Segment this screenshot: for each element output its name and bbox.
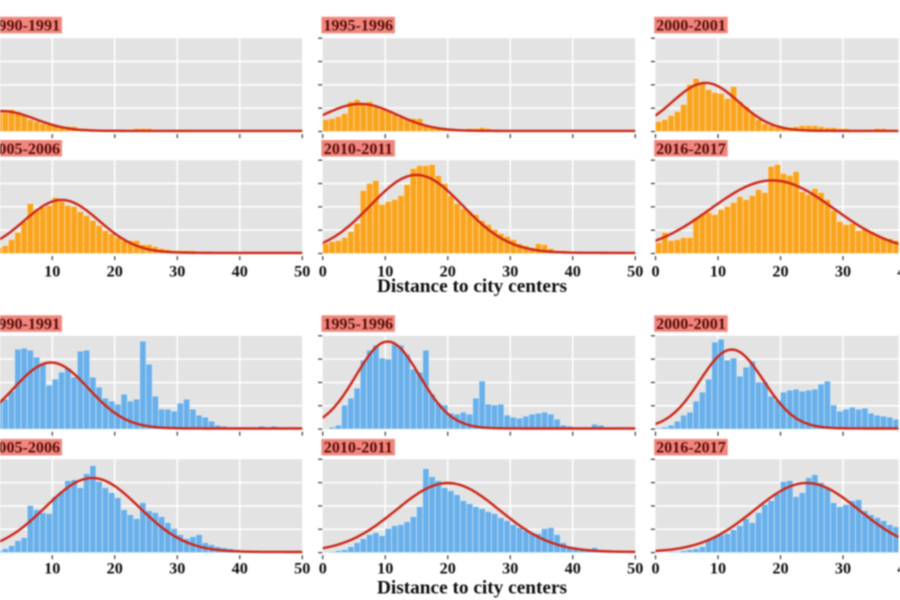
svg-text:2005-2006: 2005-2006 [0, 440, 60, 457]
svg-text:40: 40 [897, 560, 900, 578]
svg-text:2010-2011: 2010-2011 [324, 440, 393, 457]
svg-text:Distance to city centers: Distance to city centers [377, 577, 568, 598]
svg-text:30: 30 [502, 263, 518, 281]
svg-text:10: 10 [710, 263, 726, 281]
svg-text:10: 10 [710, 560, 726, 578]
svg-text:1990-1991: 1990-1991 [0, 316, 60, 333]
svg-text:20: 20 [107, 560, 123, 578]
svg-text:20: 20 [772, 560, 788, 578]
svg-text:Distance to city centers: Distance to city centers [377, 276, 568, 297]
svg-text:30: 30 [169, 560, 185, 578]
svg-text:30: 30 [502, 560, 518, 578]
svg-text:40: 40 [897, 263, 900, 281]
svg-text:50: 50 [294, 560, 310, 578]
svg-text:10: 10 [377, 263, 393, 281]
svg-text:30: 30 [169, 263, 185, 281]
svg-text:20: 20 [772, 263, 788, 281]
svg-text:40: 40 [232, 263, 248, 281]
svg-text:2016-2017: 2016-2017 [656, 440, 726, 457]
svg-text:10: 10 [44, 560, 60, 578]
svg-text:2016-2017: 2016-2017 [656, 141, 726, 158]
svg-text:0: 0 [319, 560, 327, 578]
svg-text:2010-2011: 2010-2011 [324, 141, 393, 158]
svg-text:2005-2006: 2005-2006 [0, 141, 60, 158]
svg-text:10: 10 [377, 560, 393, 578]
svg-text:40: 40 [565, 263, 581, 281]
svg-text:0: 0 [651, 560, 659, 578]
svg-text:50: 50 [627, 560, 643, 578]
svg-text:0: 0 [319, 263, 327, 281]
svg-text:50: 50 [294, 263, 310, 281]
svg-text:50: 50 [627, 263, 643, 281]
svg-text:1990-1991: 1990-1991 [0, 18, 60, 35]
svg-text:1995-1996: 1995-1996 [323, 316, 393, 333]
svg-text:20: 20 [440, 263, 456, 281]
svg-text:20: 20 [107, 263, 123, 281]
svg-text:30: 30 [835, 263, 851, 281]
svg-text:2000-2001: 2000-2001 [656, 316, 726, 333]
svg-text:40: 40 [232, 560, 248, 578]
svg-text:0: 0 [651, 263, 659, 281]
svg-text:30: 30 [835, 560, 851, 578]
svg-text:1995-1996: 1995-1996 [323, 18, 393, 35]
svg-text:40: 40 [565, 560, 581, 578]
svg-text:20: 20 [440, 560, 456, 578]
svg-text:2000-2001: 2000-2001 [656, 18, 726, 35]
svg-text:10: 10 [44, 263, 60, 281]
